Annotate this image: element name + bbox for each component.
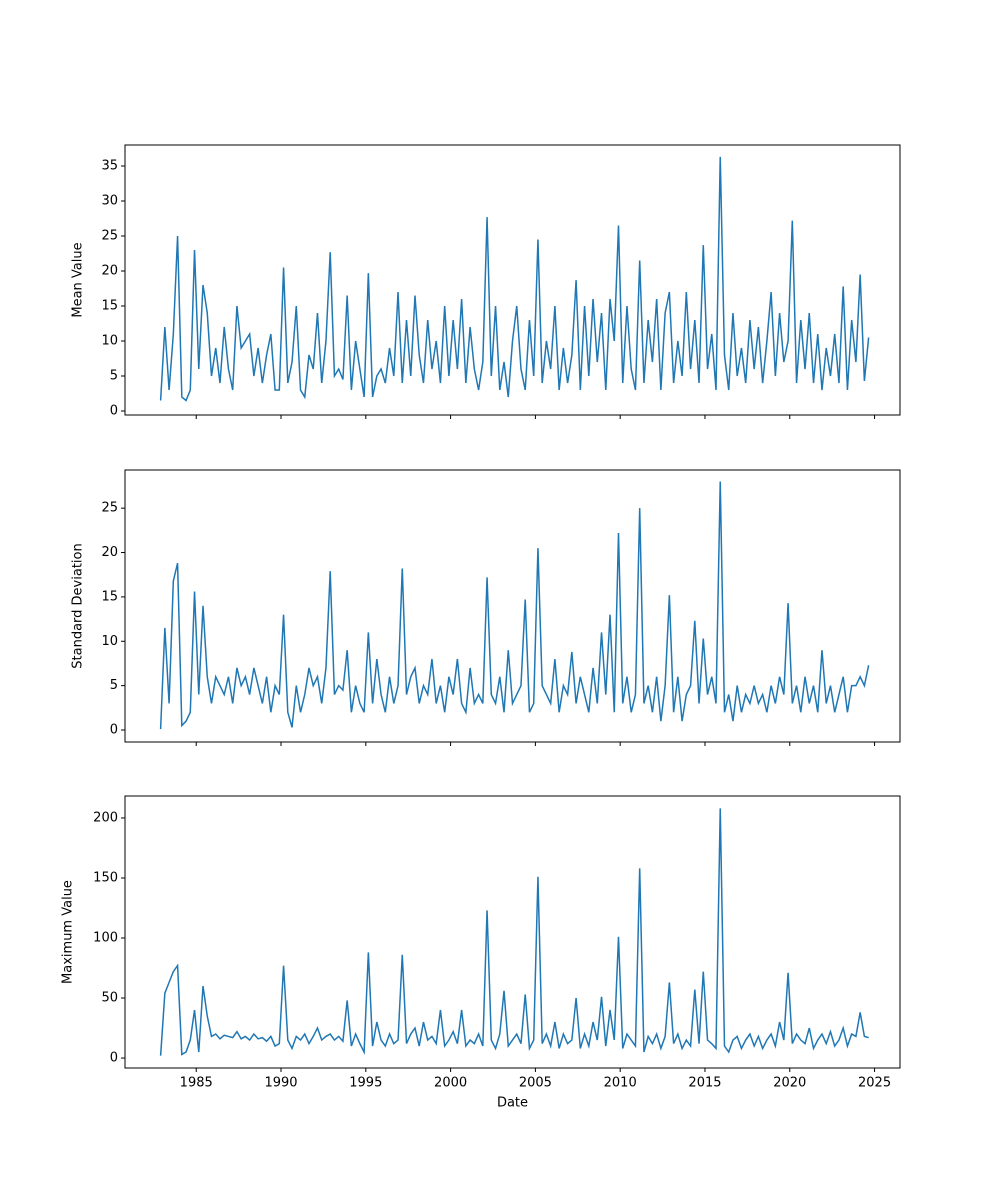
y-tick-label: 200 [93,810,118,825]
x-axis-label: Date [497,1096,528,1111]
y-tick-label: 50 [101,991,118,1006]
y-tick-label: 15 [101,299,118,314]
x-tick-label: 2010 [604,1076,637,1091]
y-tick-label: 5 [110,678,118,693]
y-axis-label: Maximum Value [61,880,76,984]
y-tick-label: 20 [101,545,118,560]
y-tick-label: 0 [110,723,118,738]
y-tick-label: 5 [110,369,118,384]
axes-frame [124,469,901,743]
y-tick-label: 35 [101,159,118,174]
x-tick-label: 2015 [688,1076,721,1091]
y-tick-label: 10 [101,334,118,349]
x-tick-label: 1985 [180,1076,213,1091]
y-tick-label: 20 [101,264,118,279]
y-tick-label: 0 [110,1051,118,1066]
axes-frame [124,795,901,1069]
y-tick-label: 25 [101,501,118,516]
y-tick-label: 0 [110,404,118,419]
axes-frame [124,144,901,416]
x-tick-label: 2000 [434,1076,467,1091]
y-axis-label: Mean Value [71,242,86,317]
x-tick-label: 2020 [773,1076,806,1091]
y-axis-label: Standard Deviation [71,543,86,668]
y-tick-label: 25 [101,229,118,244]
x-tick-label: 2025 [858,1076,891,1091]
data-line [159,481,870,730]
x-tick-label: 1990 [264,1076,297,1091]
x-tick-label: 2005 [519,1076,552,1091]
y-tick-label: 15 [101,589,118,604]
y-tick-label: 10 [101,634,118,649]
data-line [159,808,869,1056]
y-tick-label: 30 [101,194,118,209]
y-tick-label: 100 [93,931,118,946]
x-tick-label: 1995 [349,1076,382,1091]
y-tick-label: 150 [93,870,118,885]
data-line [159,156,870,402]
